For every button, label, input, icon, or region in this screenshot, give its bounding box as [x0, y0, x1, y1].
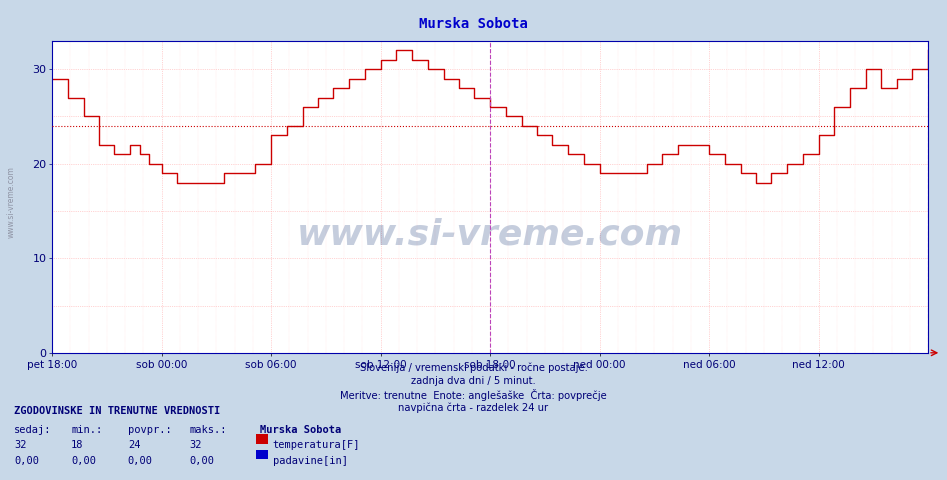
Text: zadnja dva dni / 5 minut.: zadnja dva dni / 5 minut. — [411, 376, 536, 386]
Text: navpična črta - razdelek 24 ur: navpična črta - razdelek 24 ur — [399, 403, 548, 413]
Text: ZGODOVINSKE IN TRENUTNE VREDNOSTI: ZGODOVINSKE IN TRENUTNE VREDNOSTI — [14, 406, 221, 416]
Text: 18: 18 — [71, 440, 83, 450]
Text: 32: 32 — [189, 440, 202, 450]
Text: www.si-vreme.com: www.si-vreme.com — [7, 166, 16, 238]
Text: 24: 24 — [128, 440, 140, 450]
Text: sedaj:: sedaj: — [14, 425, 52, 435]
Text: Murska Sobota: Murska Sobota — [420, 17, 527, 31]
Text: www.si-vreme.com: www.si-vreme.com — [297, 217, 683, 251]
Text: povpr.:: povpr.: — [128, 425, 171, 435]
Text: 0,00: 0,00 — [71, 456, 96, 466]
Text: 32: 32 — [14, 440, 27, 450]
Text: maks.:: maks.: — [189, 425, 227, 435]
Text: Slovenija / vremenski podatki - ročne postaje.: Slovenija / vremenski podatki - ročne po… — [360, 362, 587, 373]
Text: 0,00: 0,00 — [14, 456, 39, 466]
Text: 0,00: 0,00 — [128, 456, 152, 466]
Text: min.:: min.: — [71, 425, 102, 435]
Text: Murska Sobota: Murska Sobota — [260, 425, 342, 435]
Text: Meritve: trenutne  Enote: anglešaške  Črta: povprečje: Meritve: trenutne Enote: anglešaške Črta… — [340, 389, 607, 401]
Text: 0,00: 0,00 — [189, 456, 214, 466]
Text: padavine[in]: padavine[in] — [273, 456, 348, 466]
Text: temperatura[F]: temperatura[F] — [273, 440, 360, 450]
